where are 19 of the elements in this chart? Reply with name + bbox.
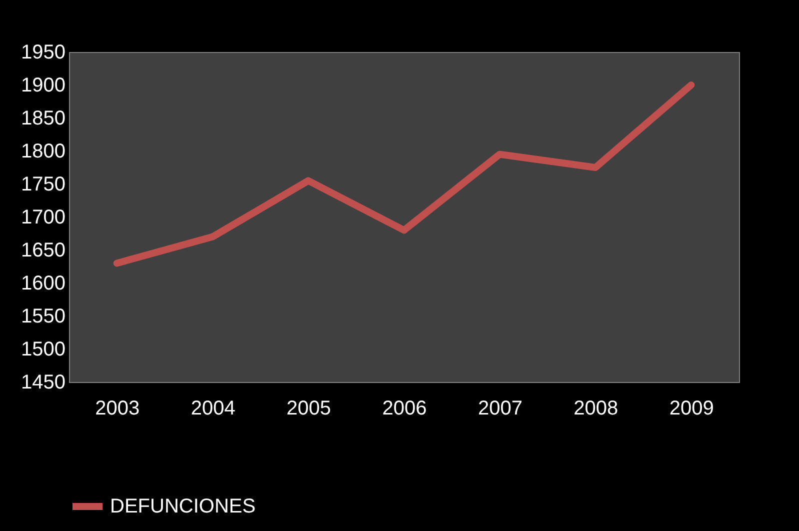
x-tick-label: 2005 [286, 398, 332, 420]
x-tick-label: 2009 [669, 398, 714, 420]
y-tick-label: 1700 [21, 206, 66, 228]
x-tick-label: 2004 [190, 398, 236, 420]
y-tick-label: 1850 [21, 108, 66, 130]
x-tick-label: 2006 [382, 398, 427, 420]
y-tick-label: 1750 [21, 174, 66, 196]
x-tick-label: 2008 [574, 398, 618, 420]
y-tick-label: 1800 [21, 140, 66, 162]
y-tick-label: 1650 [21, 240, 66, 262]
y-tick-label: 1600 [21, 272, 66, 294]
y-tick-label: 1950 [21, 42, 66, 64]
x-tick-label: 2003 [95, 398, 140, 420]
y-tick-label: 1500 [21, 338, 66, 360]
y-tick-label: 1900 [21, 74, 66, 96]
legend-label: DEFUNCIONES [110, 496, 256, 518]
y-tick-label: 1450 [21, 372, 66, 394]
x-tick-label: 2007 [478, 398, 522, 420]
y-tick-label: 1550 [21, 306, 66, 328]
